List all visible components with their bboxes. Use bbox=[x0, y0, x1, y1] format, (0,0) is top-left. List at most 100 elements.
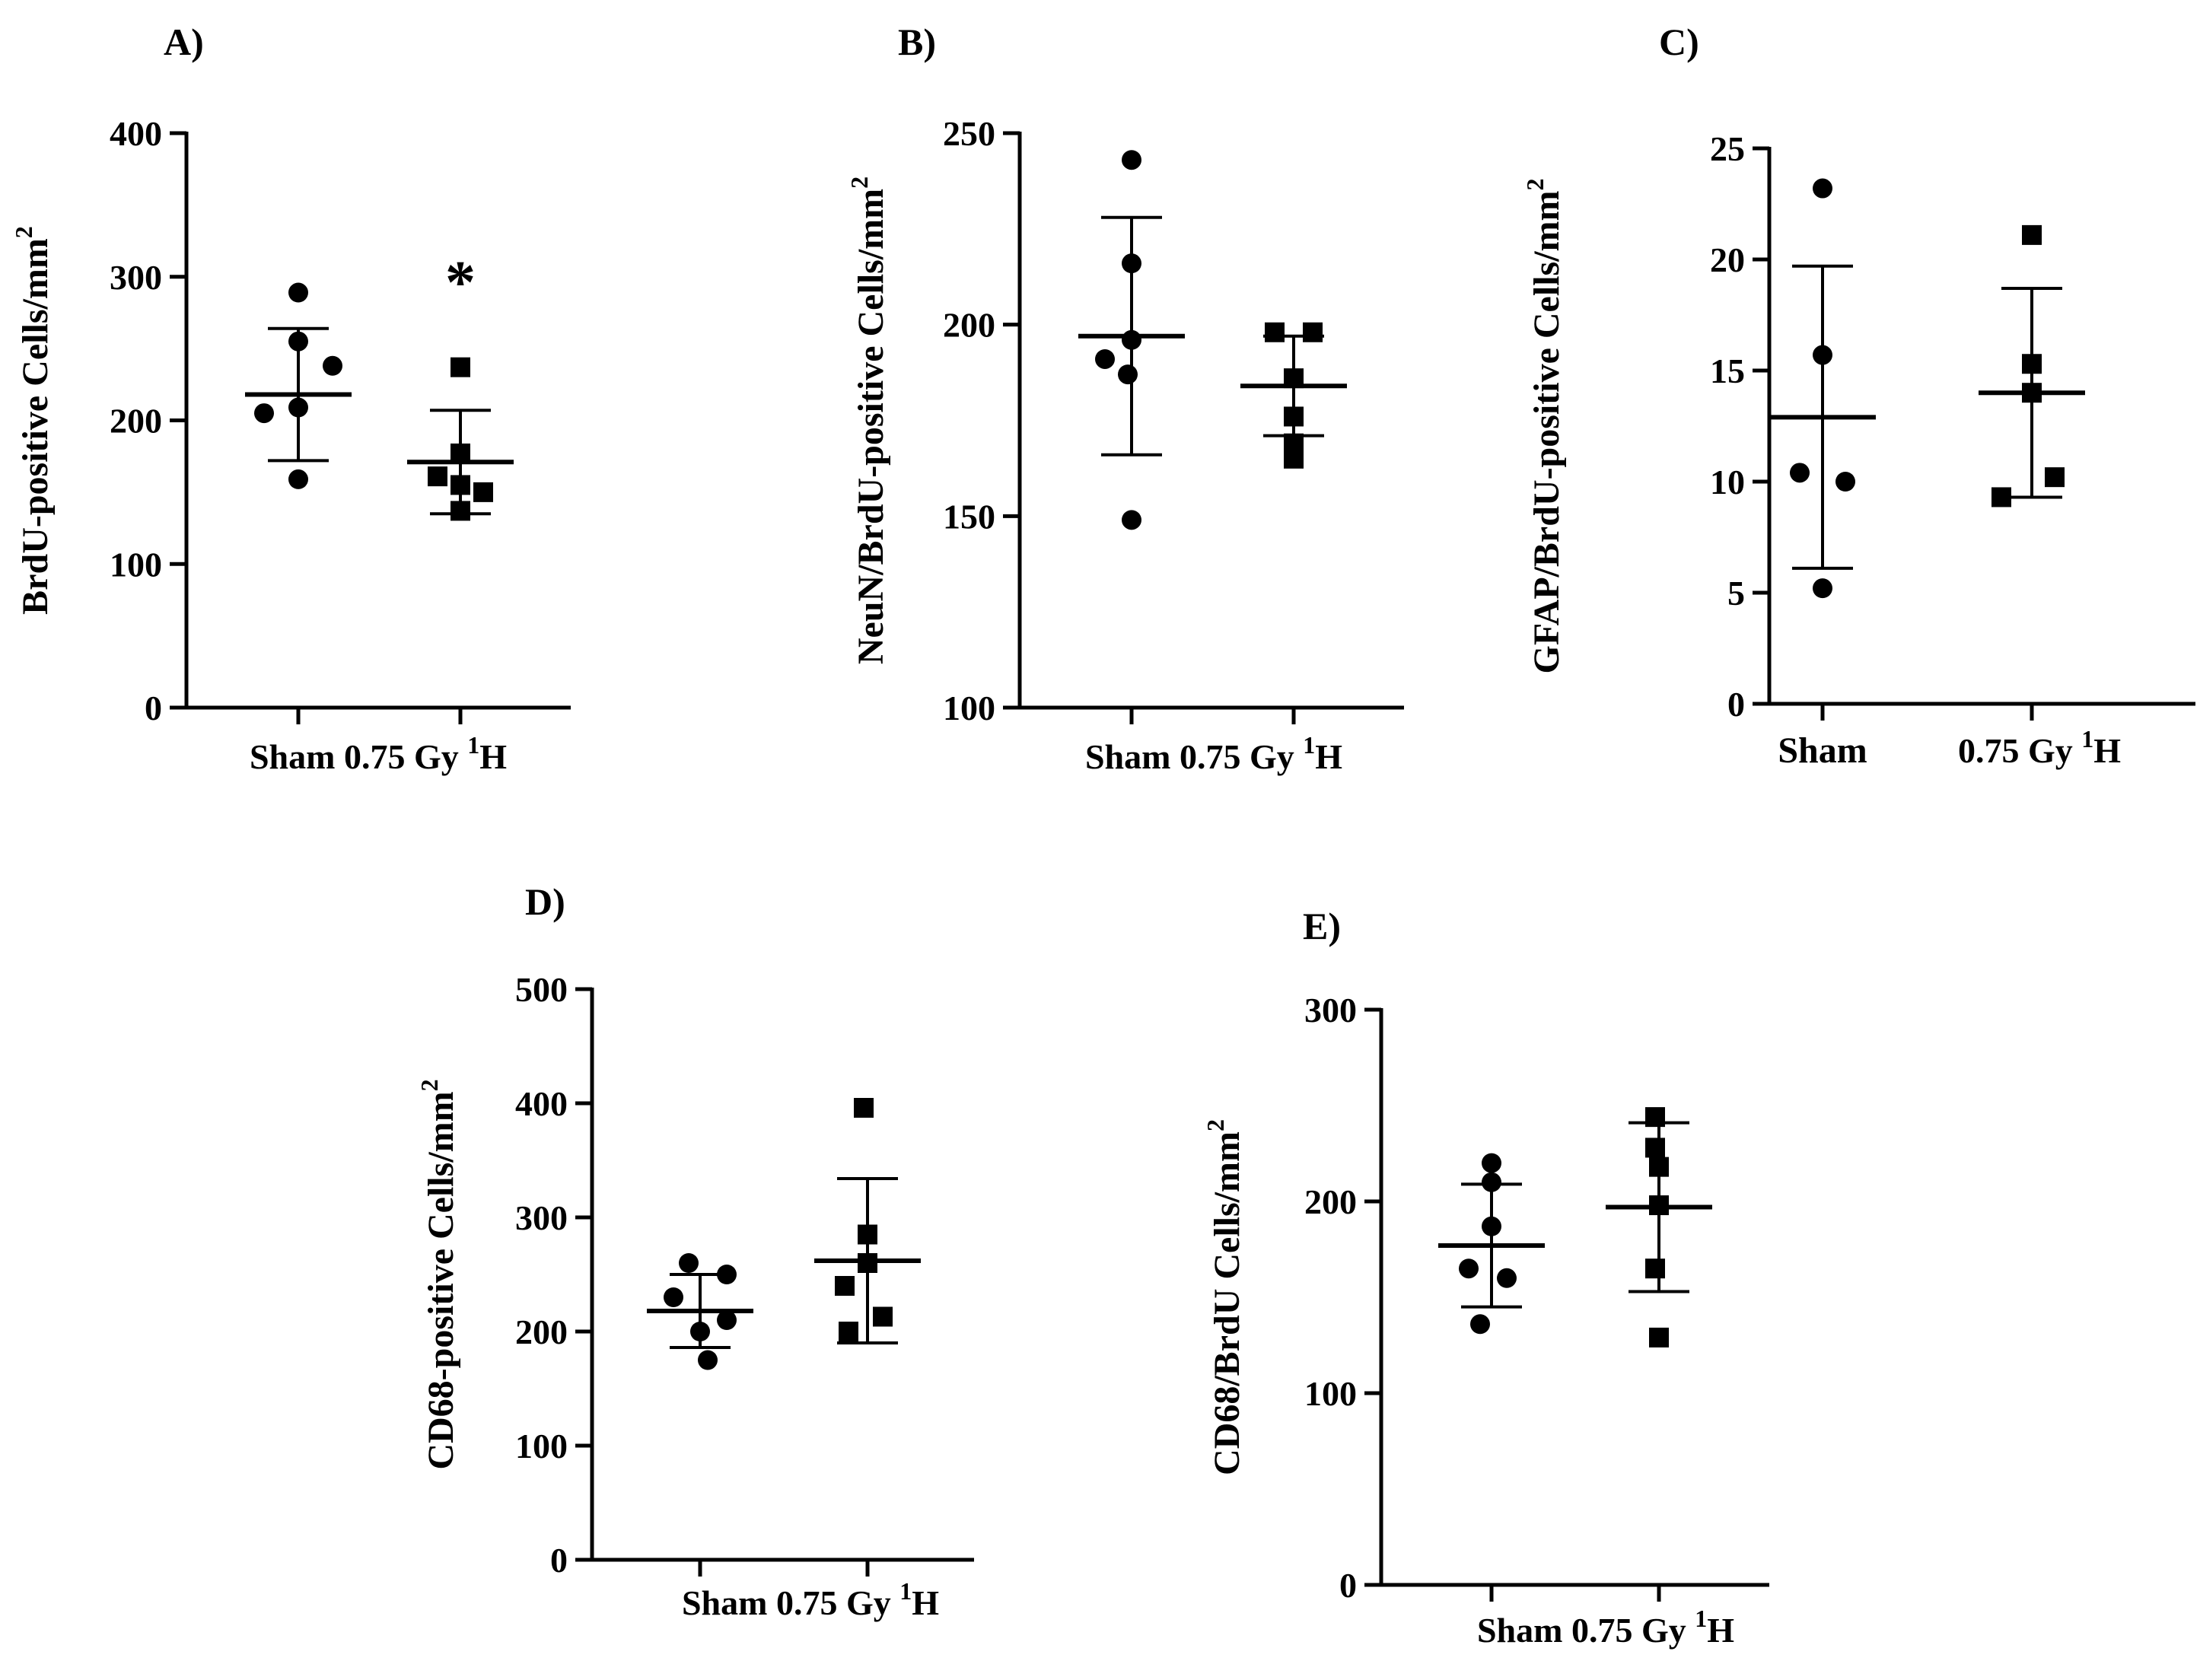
y-tick-label: 400 bbox=[515, 1084, 568, 1123]
y-tick-label: 100 bbox=[110, 545, 162, 584]
y-tick-label: 0 bbox=[550, 1541, 568, 1580]
data-point bbox=[1122, 329, 1141, 350]
data-point bbox=[288, 397, 308, 418]
significance-star: * bbox=[445, 250, 476, 317]
x-axis-title-text: Sham 0.75 Gy bbox=[1085, 737, 1303, 776]
data-point bbox=[698, 1350, 718, 1370]
y-tick-label: 15 bbox=[1710, 352, 1745, 390]
data-point bbox=[1095, 348, 1115, 369]
data-point bbox=[1303, 322, 1323, 342]
y-tick-label: 400 bbox=[110, 114, 162, 153]
y-tick-label: 100 bbox=[1304, 1374, 1357, 1413]
x-axis-title-end: H bbox=[479, 737, 507, 776]
y-tick-label: 300 bbox=[110, 258, 162, 297]
y-axis-title-text: CD68-positive Cells/mm bbox=[421, 1091, 461, 1469]
data-point bbox=[690, 1322, 710, 1341]
data-point bbox=[2022, 383, 2042, 403]
panel-b: B) 100 150 200 250 NeuN/BrdU-positive Cells/m… bbox=[845, 21, 1404, 776]
panel-d: D) 0 100 200 300 400 500 CD68-positive Cells/mm… bbox=[415, 880, 974, 1622]
y-axis-title: CD68-positive Cells/mm2 bbox=[415, 1079, 461, 1469]
data-point bbox=[1790, 463, 1810, 483]
y-axis-title-superscript: 2 bbox=[1521, 178, 1549, 190]
data-point bbox=[854, 1098, 874, 1118]
y-axis-title-superscript: 2 bbox=[415, 1079, 443, 1091]
y-tick-label: 5 bbox=[1727, 574, 1745, 612]
data-point bbox=[835, 1276, 855, 1296]
x-axis-title-end: H bbox=[1315, 737, 1342, 776]
data-point bbox=[1482, 1172, 1501, 1192]
data-point bbox=[1482, 1153, 1501, 1173]
data-point bbox=[839, 1322, 858, 1341]
data-point bbox=[2022, 354, 2042, 374]
data-point bbox=[679, 1253, 699, 1273]
x-axis-title-end: H bbox=[1707, 1611, 1734, 1650]
group-label-treated-end: H bbox=[2093, 731, 2121, 770]
data-point bbox=[323, 355, 342, 376]
data-point bbox=[1265, 322, 1285, 342]
x-axis-title: Sham 0.75 Gy 1H bbox=[1477, 1605, 1734, 1650]
data-point bbox=[858, 1253, 877, 1273]
data-point bbox=[1284, 406, 1304, 427]
y-axis-title: GFAP/BrdU-positive Cells/mm2 bbox=[1521, 178, 1567, 673]
y-tick-label: 10 bbox=[1710, 463, 1745, 501]
data-point bbox=[254, 403, 274, 424]
data-point bbox=[1497, 1268, 1517, 1288]
panel-e: E) 0 100 200 300 CD68/BrdU Cells/mm2 Sham 0.75… bbox=[1202, 905, 1769, 1650]
y-tick-label: 25 bbox=[1710, 129, 1745, 168]
data-point bbox=[1649, 1195, 1669, 1216]
x-axis-title: Sham 0.75 Gy 1H bbox=[682, 1577, 939, 1622]
x-axis-title: Sham 0.75 Gy 1H bbox=[1085, 731, 1342, 776]
data-point bbox=[1470, 1314, 1490, 1335]
y-tick-label: 0 bbox=[145, 689, 162, 727]
data-point bbox=[451, 357, 470, 377]
x-axis-title-end: H bbox=[912, 1583, 939, 1622]
y-axis-title-text: CD68/BrdU Cells/mm bbox=[1207, 1131, 1247, 1475]
data-point bbox=[717, 1310, 737, 1330]
data-point bbox=[1813, 345, 1832, 365]
panel-label: C) bbox=[1659, 21, 1699, 63]
panel-label: B) bbox=[898, 21, 936, 63]
y-tick-label: 300 bbox=[1304, 991, 1357, 1029]
data-point bbox=[1482, 1216, 1501, 1236]
data-point bbox=[858, 1224, 877, 1245]
data-point bbox=[1122, 253, 1141, 274]
y-axis-title-text: GFAP/BrdU-positive Cells/mm bbox=[1527, 190, 1567, 673]
data-point bbox=[451, 443, 470, 463]
y-tick-label: 300 bbox=[515, 1198, 568, 1237]
x-axis-title-text: Sham 0.75 Gy bbox=[682, 1583, 899, 1622]
data-point bbox=[288, 282, 308, 303]
data-point bbox=[664, 1287, 683, 1307]
y-tick-label: 100 bbox=[943, 689, 995, 727]
y-tick-label: 0 bbox=[1727, 685, 1745, 724]
data-point bbox=[873, 1306, 893, 1327]
y-tick-label: 250 bbox=[943, 114, 995, 153]
y-tick-label: 200 bbox=[1304, 1182, 1357, 1221]
y-tick-label: 0 bbox=[1339, 1566, 1357, 1605]
y-axis-title: CD68/BrdU Cells/mm2 bbox=[1202, 1119, 1247, 1475]
data-point bbox=[428, 466, 447, 487]
data-point bbox=[2045, 467, 2065, 488]
data-point bbox=[1991, 487, 2011, 508]
y-tick-label: 200 bbox=[515, 1312, 568, 1351]
x-axis-title-superscript: 1 bbox=[1695, 1605, 1707, 1632]
panel-a: A) 0 100 200 300 400 BrdU-positive Cells/mm2 Sh… bbox=[10, 21, 571, 776]
data-point bbox=[288, 469, 308, 489]
panel-c: C) 0 5 10 15 20 25 GFAP/BrdU-positive Cells/mm2… bbox=[1521, 21, 2195, 771]
data-point bbox=[2022, 224, 2042, 245]
panel-label: D) bbox=[525, 880, 565, 923]
data-point bbox=[1122, 510, 1141, 530]
x-axis-title-superscript: 1 bbox=[899, 1577, 912, 1605]
y-axis-title-text: NeuN/BrdU-positive Cells/mm bbox=[851, 189, 891, 664]
data-point bbox=[1122, 150, 1141, 170]
y-tick-label: 200 bbox=[943, 306, 995, 345]
panel-label: E) bbox=[1303, 905, 1341, 947]
y-tick-label: 100 bbox=[515, 1427, 568, 1465]
data-point bbox=[1118, 364, 1138, 385]
data-point bbox=[1649, 1327, 1669, 1348]
data-point bbox=[1649, 1157, 1669, 1177]
data-point bbox=[1813, 178, 1832, 199]
data-point bbox=[1813, 578, 1832, 599]
y-tick-label: 20 bbox=[1710, 240, 1745, 279]
y-tick-label: 200 bbox=[110, 402, 162, 441]
data-point bbox=[473, 482, 493, 502]
